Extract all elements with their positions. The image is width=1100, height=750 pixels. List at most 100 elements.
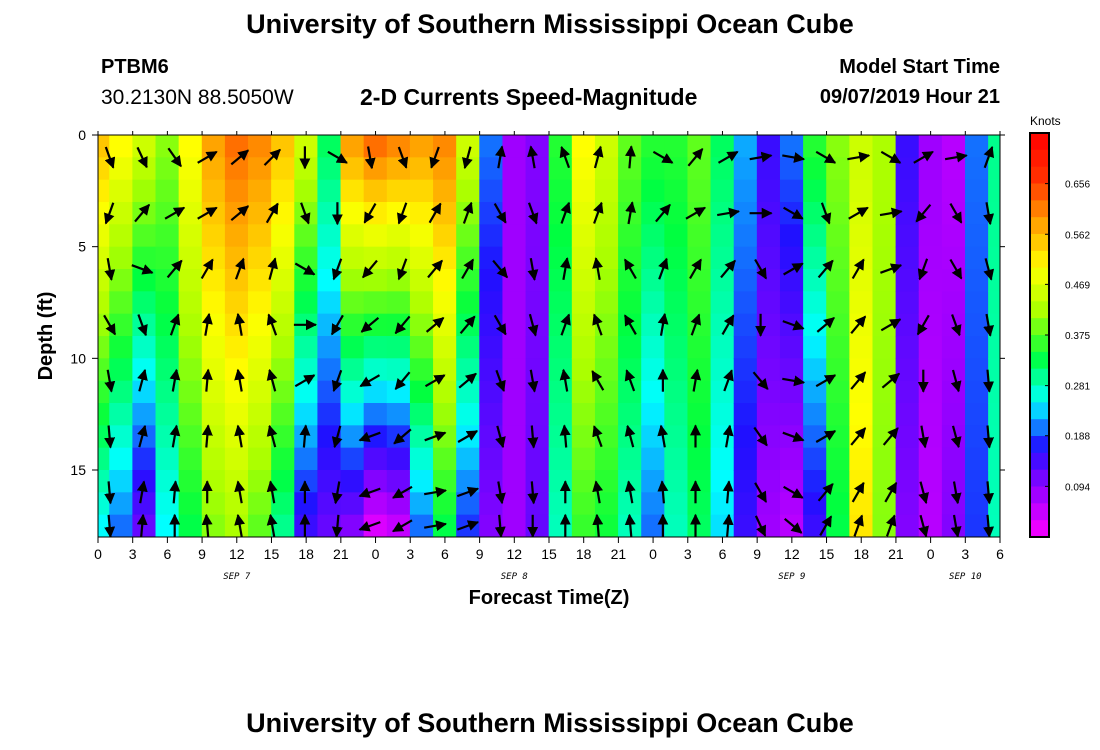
current-vector-arrow xyxy=(462,201,474,224)
heatmap-cell xyxy=(918,447,943,471)
heatmap-cell xyxy=(224,492,249,516)
heatmap-cell xyxy=(594,179,619,203)
heatmap-cell xyxy=(965,202,989,225)
current-vector-arrow xyxy=(104,202,115,225)
heatmap-cell xyxy=(409,492,434,516)
heatmap-cell xyxy=(502,492,527,516)
heatmap-cell xyxy=(386,179,411,203)
heatmap-cell xyxy=(109,358,133,382)
heatmap-cell xyxy=(849,202,874,225)
heatmap-cell xyxy=(756,291,781,315)
heatmap-cell xyxy=(294,246,319,270)
current-vector-arrow xyxy=(848,206,869,220)
x-tick-label: 6 xyxy=(441,546,449,562)
heatmap-cell xyxy=(178,202,203,225)
heatmap-cell xyxy=(502,380,527,404)
heatmap-cell xyxy=(664,403,689,426)
colorbar-segment xyxy=(1030,234,1049,252)
heatmap-cell xyxy=(525,269,550,292)
current-vector-arrow xyxy=(850,315,867,335)
heatmap-cell xyxy=(479,291,504,315)
heatmap-cell xyxy=(803,470,827,493)
current-vector-arrow xyxy=(266,480,278,504)
current-vector-arrow xyxy=(720,259,736,279)
current-vector-arrow xyxy=(136,146,148,169)
heatmap-cell xyxy=(178,157,203,181)
heatmap-cell xyxy=(409,447,434,471)
heatmap-cell xyxy=(664,514,689,537)
current-vector-arrow xyxy=(457,430,479,443)
current-vector-arrow xyxy=(879,207,903,219)
colorbar-segment xyxy=(1030,452,1049,471)
heatmap-cell xyxy=(571,336,596,359)
heatmap-cell xyxy=(201,157,226,181)
heatmap-cell xyxy=(895,269,920,292)
heatmap-cell xyxy=(988,291,1000,315)
heatmap-cell xyxy=(571,269,596,292)
heatmap-cell xyxy=(98,269,110,292)
heatmap-cell xyxy=(294,224,319,248)
current-vector-arrow xyxy=(424,430,447,442)
heatmap-cell xyxy=(803,157,827,181)
current-vector-arrow xyxy=(624,480,636,504)
chart-subtitle: 2-D Currents Speed-Magnitude xyxy=(360,84,698,110)
current-vector-arrow xyxy=(560,201,571,224)
heatmap-cell xyxy=(779,358,804,382)
heatmap-cell xyxy=(409,380,434,404)
heatmap-cell xyxy=(386,224,411,248)
heatmap-cell xyxy=(733,447,758,471)
heatmap-cell xyxy=(849,492,874,516)
heatmap-cell xyxy=(248,135,272,158)
heatmap-cell xyxy=(641,135,665,158)
heatmap-cell xyxy=(779,224,804,248)
heatmap-cell xyxy=(895,358,920,382)
current-vector-arrow xyxy=(197,206,218,220)
heatmap-cell xyxy=(294,291,319,315)
current-vector-arrow xyxy=(983,425,995,449)
heatmap-cell xyxy=(386,291,411,315)
heatmap-cell xyxy=(340,269,365,292)
heatmap-cell xyxy=(294,447,319,471)
current-vector-arrow xyxy=(782,152,806,163)
current-vector-arrow xyxy=(722,480,734,504)
heatmap-cell xyxy=(594,380,619,404)
heatmap-cell xyxy=(826,224,850,248)
heatmap-cell xyxy=(98,179,110,203)
heatmap-cell xyxy=(895,179,920,203)
current-vector-arrow xyxy=(885,514,897,537)
heatmap-cell xyxy=(98,291,110,315)
current-vector-arrow xyxy=(137,424,148,448)
colorbar-segment xyxy=(1030,419,1049,437)
colorbar-segment xyxy=(1030,436,1049,454)
heatmap-cell xyxy=(849,246,874,270)
heatmap-cell xyxy=(155,403,180,426)
heatmap-cell xyxy=(98,492,110,516)
heatmap-cell xyxy=(733,380,758,404)
colorbar-segment xyxy=(1030,503,1049,521)
heatmap-cell xyxy=(132,291,157,315)
colorbar-segment xyxy=(1030,335,1049,353)
heatmap-cell xyxy=(456,380,480,404)
heatmap-cell xyxy=(363,447,388,471)
heatmap-cell xyxy=(756,269,781,292)
station-id: PTBM6 xyxy=(101,56,169,78)
current-vector-arrow xyxy=(851,481,865,503)
heatmap-cell xyxy=(941,246,966,270)
heatmap-cell xyxy=(248,224,272,248)
current-vector-arrow xyxy=(782,320,805,331)
current-vector-arrow xyxy=(331,369,343,393)
heatmap-cell xyxy=(803,313,827,337)
current-vector-arrow xyxy=(983,514,995,537)
heatmap-cell xyxy=(733,179,758,203)
current-vector-arrow xyxy=(330,314,344,336)
current-vector-arrow xyxy=(266,424,278,448)
heatmap-cell xyxy=(826,179,850,203)
current-vector-arrow xyxy=(918,425,929,449)
heatmap-cell xyxy=(98,447,110,471)
x-tick-label: 3 xyxy=(406,546,414,562)
heatmap-cell xyxy=(710,492,735,516)
heatmap-cell xyxy=(525,157,550,181)
current-vector-arrow xyxy=(234,312,246,336)
heatmap-cell xyxy=(941,157,966,181)
heatmap-cell xyxy=(155,291,180,315)
